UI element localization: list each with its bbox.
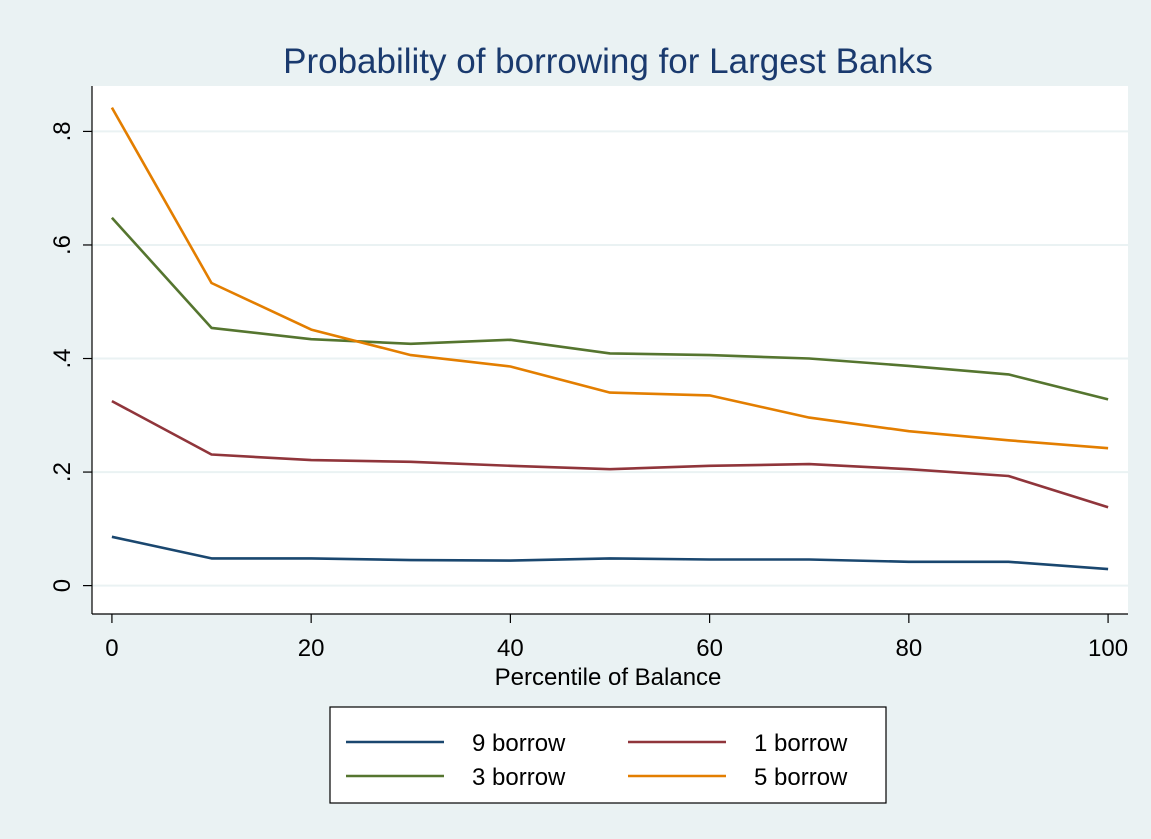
x-tick-label: 40	[497, 635, 524, 662]
legend-box	[329, 706, 887, 804]
x-tick-label: 100	[1088, 635, 1128, 662]
y-tick-label: .6	[49, 235, 76, 255]
y-tick-label: .2	[49, 462, 76, 482]
legend-label-2: 3 borrow	[472, 764, 566, 791]
axes: 0 .2 .4 .6 .8 0 20 40 60 80 100	[49, 86, 1128, 662]
x-tick-label: 20	[298, 635, 325, 662]
legend-label-3: 5 borrow	[754, 764, 848, 791]
y-tick-label: .4	[49, 349, 76, 369]
legend: 9 borrow 1 borrow 3 borrow 5 borrow	[329, 706, 887, 804]
x-tick-label: 60	[696, 635, 723, 662]
series-line-2	[110, 216, 1109, 401]
y-tick-label: 0	[49, 579, 76, 592]
x-tick-label: 80	[895, 635, 922, 662]
x-tick-label: 0	[105, 635, 118, 662]
legend-label-1: 1 borrow	[754, 730, 848, 757]
plot-area	[92, 86, 1128, 614]
chart-title: Probability of borrowing for Largest Ban…	[283, 42, 933, 81]
series-line-1	[111, 399, 1109, 509]
series-line-3	[110, 106, 1109, 450]
series-lines	[110, 106, 1109, 571]
legend-label-0: 9 borrow	[472, 730, 566, 757]
y-tick-label: .8	[49, 121, 76, 141]
series-line-0	[111, 535, 1109, 571]
x-axis-label: Percentile of Balance	[495, 664, 722, 691]
